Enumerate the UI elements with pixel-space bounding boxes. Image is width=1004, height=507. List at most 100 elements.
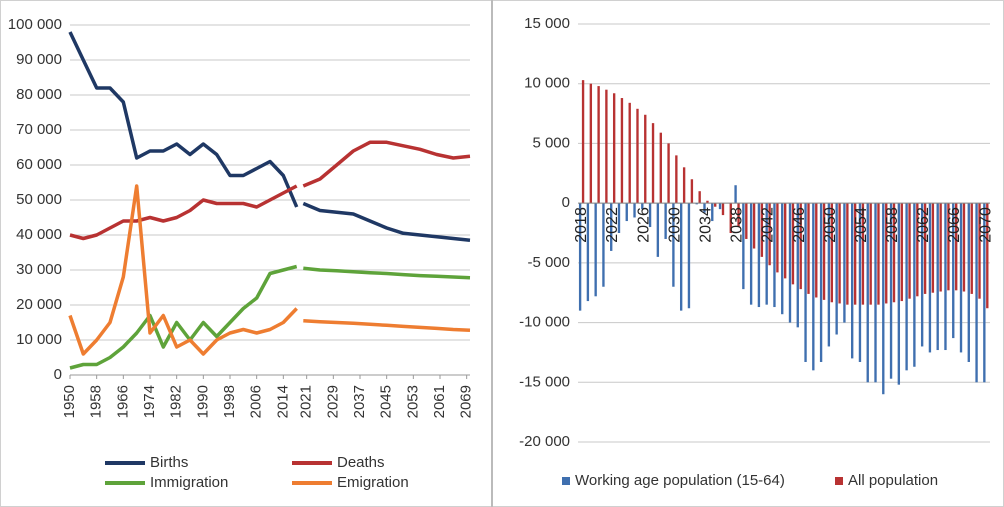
y-tick-label: 15 000 xyxy=(524,15,570,32)
bar xyxy=(773,203,776,308)
bar xyxy=(610,203,613,251)
bar xyxy=(597,86,600,204)
y-tick-label: 0 xyxy=(562,194,570,211)
legend-label: All population xyxy=(848,472,938,489)
bar xyxy=(781,203,784,315)
bar xyxy=(768,203,771,266)
bar xyxy=(908,203,911,299)
bar xyxy=(838,203,841,304)
x-tick-label: 1966 xyxy=(114,385,131,418)
bar xyxy=(594,203,597,297)
y-tick-label: -15 000 xyxy=(519,373,570,390)
x-tick-label: 1958 xyxy=(88,385,105,418)
bar xyxy=(923,203,927,294)
bar xyxy=(799,203,802,290)
bar xyxy=(706,200,709,204)
bar xyxy=(869,203,872,305)
bar xyxy=(651,123,655,204)
bar xyxy=(578,203,582,311)
bar xyxy=(703,203,706,213)
bar xyxy=(791,203,795,285)
x-tick-label: 2062 xyxy=(915,207,932,243)
bar xyxy=(905,203,908,371)
bar xyxy=(636,108,639,204)
x-tick-label: 2037 xyxy=(351,385,368,418)
bar xyxy=(877,203,880,305)
bar xyxy=(612,93,616,204)
bar xyxy=(605,89,608,204)
x-tick-label: 2066 xyxy=(946,207,963,243)
x-tick-label: 2022 xyxy=(604,207,621,243)
series-line xyxy=(69,264,471,370)
bar xyxy=(885,203,888,304)
x-tick-label: 2026 xyxy=(635,207,652,243)
bar xyxy=(687,203,691,309)
bar xyxy=(897,203,901,385)
bar xyxy=(656,203,660,257)
y-tick-label: -20 000 xyxy=(519,433,570,450)
y-tick-label: 60 000 xyxy=(16,156,62,173)
bar xyxy=(672,203,675,287)
bar xyxy=(874,203,877,383)
x-tick-label: 2061 xyxy=(431,385,448,418)
bar xyxy=(936,203,939,351)
bar xyxy=(679,203,683,311)
y-tick-label: 10 000 xyxy=(524,75,570,92)
x-tick-label: 2018 xyxy=(573,207,590,243)
bar xyxy=(628,102,631,204)
bar xyxy=(589,83,593,204)
bar xyxy=(882,203,885,395)
x-tick-label: 2054 xyxy=(853,207,870,243)
x-tick-label: 2030 xyxy=(666,207,683,243)
bar xyxy=(947,203,950,291)
y-tick-label: 40 000 xyxy=(16,226,62,243)
x-tick-label: 2053 xyxy=(404,385,421,418)
bar xyxy=(928,203,932,353)
bar xyxy=(970,203,973,294)
legend-swatch xyxy=(835,477,843,485)
bar xyxy=(617,203,621,233)
y-tick-label: 20 000 xyxy=(16,296,62,313)
x-tick-label: 2058 xyxy=(884,207,901,243)
bar xyxy=(620,98,624,204)
x-tick-label: 1974 xyxy=(141,385,158,418)
y-tick-label: 5 000 xyxy=(532,134,570,151)
y-tick-label: 70 000 xyxy=(16,121,62,138)
x-tick-label: 2021 xyxy=(298,385,315,418)
y-tick-label: 50 000 xyxy=(16,191,62,208)
bar xyxy=(900,203,903,302)
bar xyxy=(959,203,963,353)
legend-swatch xyxy=(562,477,570,485)
x-tick-label: 2046 xyxy=(791,207,808,243)
bar xyxy=(644,114,647,204)
bar xyxy=(714,203,717,207)
bar xyxy=(682,167,686,204)
series-line xyxy=(68,31,471,243)
bar xyxy=(827,203,831,347)
bar xyxy=(757,203,761,308)
bar xyxy=(939,203,942,292)
bar xyxy=(729,203,732,233)
bar xyxy=(830,203,834,303)
x-tick-label: 2042 xyxy=(760,207,777,243)
bar xyxy=(796,203,799,328)
bar xyxy=(602,203,605,287)
x-tick-label: 2029 xyxy=(324,385,341,418)
bar xyxy=(815,203,818,298)
x-tick-label: 2038 xyxy=(729,207,746,243)
bar xyxy=(978,203,981,299)
x-tick-label: 1950 xyxy=(61,385,78,418)
bar xyxy=(695,203,698,205)
bar xyxy=(641,203,644,210)
bar xyxy=(742,203,745,290)
bar xyxy=(690,179,694,204)
bar xyxy=(698,191,701,204)
bar xyxy=(858,203,862,362)
y-tick-label: 90 000 xyxy=(16,51,62,68)
bar xyxy=(913,203,916,367)
bar xyxy=(944,203,947,351)
bar xyxy=(586,203,590,302)
bar xyxy=(920,203,924,347)
bar xyxy=(892,203,896,303)
bar xyxy=(835,203,838,335)
